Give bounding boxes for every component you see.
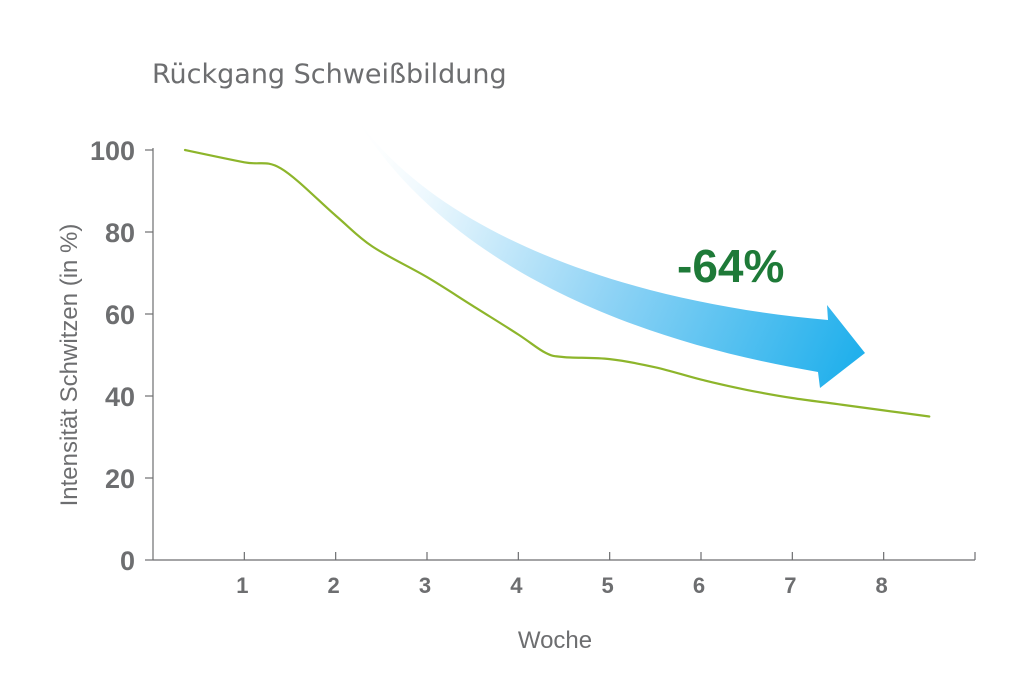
x-tick-label: 7 bbox=[784, 573, 796, 598]
x-tick-label: 4 bbox=[510, 573, 523, 598]
y-tick-label: 80 bbox=[105, 218, 135, 248]
x-axis: 1 2 3 4 5 6 7 8 bbox=[153, 552, 976, 598]
x-tick-label: 3 bbox=[419, 573, 431, 598]
x-tick-label: 6 bbox=[693, 573, 705, 598]
y-axis: 0 20 40 60 80 100 bbox=[90, 136, 154, 576]
y-ticks: 0 20 40 60 80 100 bbox=[90, 136, 153, 576]
x-tick-label: 1 bbox=[236, 573, 248, 598]
decline-arrow bbox=[350, 108, 865, 388]
y-tick-label: 0 bbox=[120, 546, 135, 576]
reduction-label: -64% bbox=[677, 240, 784, 292]
x-tick-label: 2 bbox=[328, 573, 340, 598]
x-tick-label: 8 bbox=[876, 573, 888, 598]
series-line bbox=[183, 148, 931, 418]
x-tick-label: 5 bbox=[602, 573, 614, 598]
y-tick-label: 100 bbox=[90, 136, 135, 166]
y-axis-label: Intensität Schwitzen (in %) bbox=[56, 224, 83, 507]
x-axis-label: Woche bbox=[518, 627, 592, 654]
y-tick-label: 40 bbox=[105, 382, 135, 412]
chart-title: Rückgang Schweißbildung bbox=[152, 59, 507, 90]
x-ticks: 1 2 3 4 5 6 7 8 bbox=[236, 552, 976, 598]
y-tick-label: 60 bbox=[105, 300, 135, 330]
y-tick-label: 20 bbox=[105, 464, 135, 494]
